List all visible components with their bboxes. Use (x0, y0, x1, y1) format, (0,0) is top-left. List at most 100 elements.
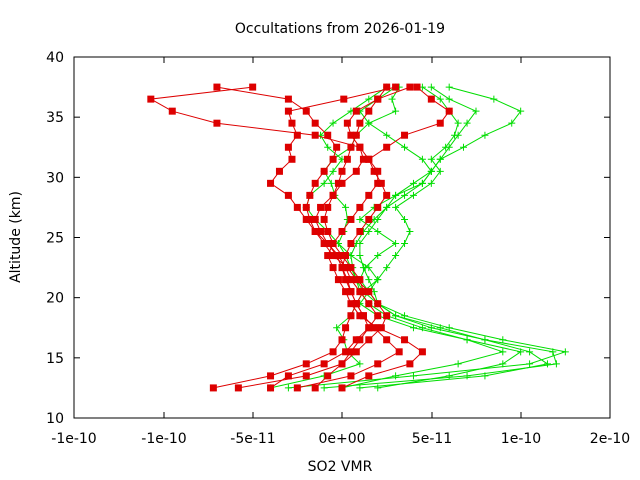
data-point (302, 372, 310, 380)
data-point (311, 119, 319, 127)
data-point (209, 384, 217, 392)
x-axis-label: SO2 VMR (308, 459, 373, 475)
data-point (418, 179, 426, 187)
data-point (352, 107, 360, 115)
data-point (392, 203, 400, 211)
data-point (374, 203, 382, 211)
data-point (347, 300, 355, 308)
data-point (352, 131, 360, 139)
data-point (343, 155, 351, 163)
y-tick-label: 35 (46, 110, 64, 126)
data-point (365, 336, 373, 344)
data-point (401, 191, 409, 199)
data-point (347, 372, 355, 380)
data-point (374, 324, 382, 332)
data-point (374, 227, 382, 235)
chart-title: Occultations from 2026-01-19 (235, 21, 445, 37)
data-point (311, 131, 319, 139)
data-point (356, 143, 364, 151)
data-point (342, 276, 350, 284)
data-point (374, 360, 382, 368)
data-point (329, 264, 337, 272)
data-point (427, 95, 435, 103)
data-point (302, 107, 310, 115)
data-point (352, 167, 360, 175)
x-tick-label: 1e-10 (501, 431, 541, 447)
data-point (317, 227, 325, 235)
data-point (445, 372, 453, 380)
data-point (342, 288, 350, 296)
data-point (343, 264, 351, 272)
data-point (293, 384, 301, 392)
data-point (347, 312, 355, 320)
x-tick-label: -5e-11 (230, 431, 275, 447)
data-point (329, 119, 337, 127)
data-point (342, 203, 350, 211)
data-point (356, 312, 364, 320)
data-point (463, 372, 471, 380)
data-point (490, 95, 498, 103)
data-point (356, 227, 364, 235)
data-point (338, 252, 346, 260)
x-tick-label: -1e-10 (51, 431, 96, 447)
data-point (370, 324, 378, 332)
data-point (445, 107, 453, 115)
x-tick-label: 2e-10 (590, 431, 630, 447)
data-point (302, 360, 310, 368)
data-point (320, 215, 328, 223)
data-point (249, 83, 257, 91)
data-point (329, 191, 337, 199)
data-point (338, 336, 346, 344)
data-point (343, 119, 351, 127)
data-point (526, 360, 534, 368)
data-point (352, 348, 360, 356)
data-point (342, 348, 350, 356)
data-point (526, 348, 534, 356)
data-point (392, 83, 400, 91)
data-point (365, 300, 373, 308)
data-point (284, 191, 292, 199)
series-green-profiles (267, 83, 569, 392)
data-point (459, 143, 467, 151)
y-tick-label: 25 (46, 231, 64, 247)
data-point (213, 83, 221, 91)
data-point (401, 336, 409, 344)
data-point (356, 384, 364, 392)
data-point (508, 119, 516, 127)
data-point (338, 227, 346, 235)
data-point (392, 240, 400, 248)
data-point (302, 215, 310, 223)
data-point (168, 107, 176, 115)
data-point (347, 240, 355, 248)
data-point (324, 372, 332, 380)
data-point (342, 252, 350, 260)
data-point (347, 288, 355, 296)
data-point (293, 131, 301, 139)
data-point (324, 227, 332, 235)
data-point (356, 288, 364, 296)
data-point (374, 167, 382, 175)
data-point (352, 276, 360, 284)
data-point (284, 143, 292, 151)
data-point (352, 300, 360, 308)
data-point (342, 324, 350, 332)
data-point (359, 312, 367, 320)
data-point (338, 384, 346, 392)
data-point (213, 119, 221, 127)
data-point (409, 324, 417, 332)
series-red-profiles (147, 83, 453, 392)
data-point (324, 252, 332, 260)
data-point (267, 372, 275, 380)
data-point (409, 191, 417, 199)
data-point (365, 155, 373, 163)
data-point (374, 384, 382, 392)
data-point (374, 276, 382, 284)
data-point (463, 336, 471, 344)
data-point (338, 360, 346, 368)
data-point (463, 119, 471, 127)
data-point (347, 276, 355, 284)
data-point (392, 372, 400, 380)
data-point (365, 107, 373, 115)
data-point (267, 179, 275, 187)
